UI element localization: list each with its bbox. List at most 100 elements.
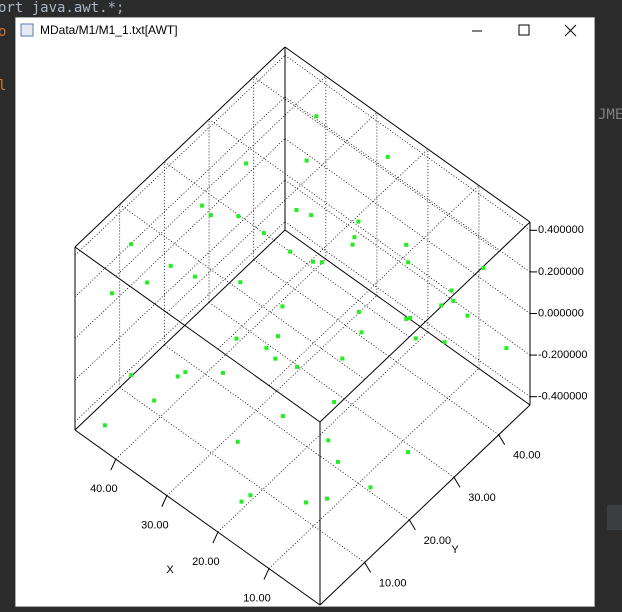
data-point — [340, 356, 345, 361]
y-tick-label: 10.00 — [379, 577, 407, 589]
data-point — [175, 374, 180, 379]
box-edge — [74, 46, 286, 248]
title-bar — [16, 18, 594, 45]
grid-line — [217, 148, 429, 350]
data-point — [235, 439, 240, 444]
data-point — [465, 313, 470, 318]
grid-line — [284, 138, 531, 314]
data-point — [309, 213, 314, 218]
data-point — [449, 288, 454, 293]
grid-line — [74, 179, 286, 381]
data-point — [314, 114, 319, 119]
window-title: MData/M1/M1_1.txt[AWT] — [40, 23, 178, 37]
code-line: ort java.awt.*; — [0, 0, 124, 16]
data-point — [261, 231, 266, 236]
data-point — [303, 500, 308, 505]
data-point — [439, 303, 444, 308]
data-point — [236, 214, 241, 219]
data-point — [404, 242, 409, 247]
z-tick-label: -0.200000 — [538, 349, 588, 361]
data-point — [442, 340, 447, 345]
y-tick — [498, 434, 506, 446]
y-tick-label: 40.00 — [513, 450, 541, 462]
grid-line — [166, 295, 378, 496]
data-point — [238, 280, 243, 285]
data-point — [273, 356, 278, 361]
grid-line — [284, 96, 531, 273]
grid-line — [119, 204, 365, 380]
data-point — [304, 158, 309, 163]
grid-line — [284, 54, 531, 231]
grid-line — [115, 75, 327, 277]
data-point — [504, 346, 509, 351]
grid-line — [74, 55, 286, 256]
data-point — [451, 298, 456, 303]
x-tick — [110, 458, 117, 471]
z-tick-label: -0.400000 — [538, 391, 588, 403]
grid-line — [284, 221, 531, 398]
grid-line — [164, 161, 410, 338]
data-point — [183, 370, 188, 375]
y-axis-label: Y — [451, 544, 459, 556]
data-point — [326, 438, 331, 443]
box-edge — [74, 229, 286, 431]
box-edge — [74, 246, 321, 423]
z-tick-label: 0.000000 — [538, 307, 584, 319]
data-point — [248, 493, 253, 498]
x-tick-label: 30.00 — [141, 520, 169, 532]
data-point — [404, 316, 409, 321]
close-button[interactable] — [564, 24, 577, 37]
grid-line — [164, 344, 410, 521]
data-point — [221, 370, 226, 375]
x-tick — [263, 568, 270, 580]
data-point — [102, 423, 107, 428]
data-point — [239, 499, 244, 504]
box-edge — [284, 46, 531, 223]
x-axis-label: X — [166, 564, 174, 576]
data-point — [368, 485, 373, 490]
grid-line — [284, 179, 531, 356]
data-point — [350, 242, 355, 247]
window-frame — [15, 17, 595, 607]
grid-line — [217, 331, 429, 533]
x-tick — [161, 495, 168, 507]
box-edge — [319, 221, 531, 423]
grid-line — [115, 258, 327, 460]
data-point — [352, 235, 357, 240]
z-tick-label: 0.200000 — [538, 266, 584, 278]
z-tick-label: 0.400000 — [538, 224, 584, 236]
data-point — [129, 242, 134, 247]
maximize-button[interactable] — [518, 24, 530, 36]
grid-line — [253, 259, 499, 436]
data-point — [145, 280, 150, 285]
data-point — [413, 336, 418, 341]
grid-line — [268, 368, 480, 569]
grid-line — [208, 302, 455, 478]
data-point — [325, 496, 330, 501]
data-point — [356, 219, 361, 224]
data-point — [288, 249, 293, 254]
data-point — [280, 304, 285, 309]
data-point — [481, 265, 486, 270]
grid-line — [74, 138, 286, 339]
data-point — [264, 345, 269, 350]
data-point — [335, 459, 340, 464]
x-tick-label: 20.00 — [192, 556, 220, 568]
data-point — [200, 203, 205, 208]
data-point — [234, 336, 239, 341]
code-line: l — [0, 78, 6, 94]
data-point — [319, 260, 324, 265]
data-point — [244, 161, 249, 166]
grid-line — [74, 96, 286, 298]
box-edge — [319, 404, 531, 606]
data-point — [280, 414, 285, 419]
data-point — [168, 263, 173, 268]
data-point — [385, 154, 390, 159]
data-point — [129, 373, 134, 378]
app-icon — [20, 23, 34, 37]
editor-panel — [607, 505, 622, 530]
data-point — [406, 450, 411, 455]
data-point — [356, 309, 361, 314]
